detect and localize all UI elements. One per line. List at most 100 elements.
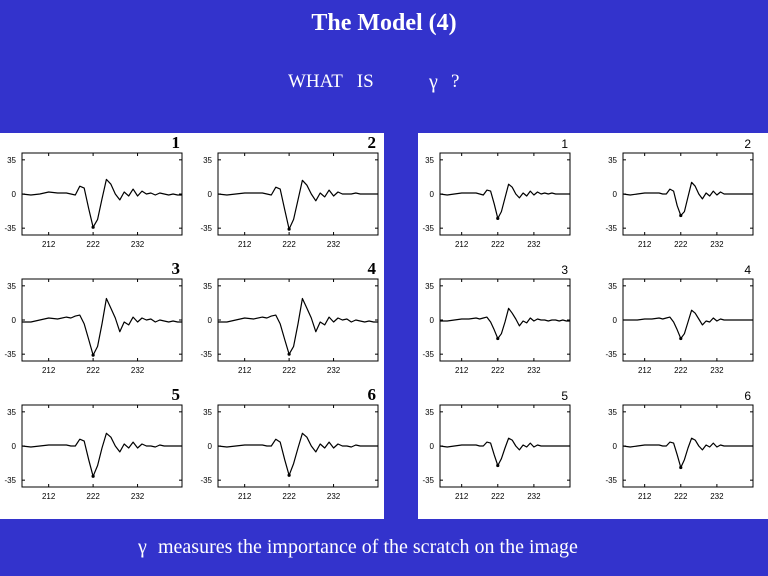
subplot-left-2: 2 35 0 -35 212 222 232: [200, 133, 379, 249]
y-tick-label: 0: [430, 442, 435, 451]
subplot-right-3: 3 35 0 -35 212 222 232: [422, 263, 571, 375]
x-tick-label: 212: [638, 366, 652, 375]
y-tick-label: 35: [608, 156, 617, 165]
subplot-right-6: 6 35 0 -35 212 222 232: [605, 389, 754, 501]
series-line: [22, 297, 182, 356]
series-line: [623, 309, 753, 340]
y-tick-label: 0: [613, 316, 618, 325]
subplot-left-1: 1 35 0 -35 212 222 232: [4, 133, 183, 249]
minimum-point-marker: [679, 336, 683, 341]
x-tick-label: 222: [86, 366, 100, 375]
minimum-point-marker: [496, 216, 500, 221]
y-tick-label: 35: [203, 408, 212, 417]
y-tick-label: -35: [200, 350, 212, 359]
minimum-point-marker: [287, 227, 291, 231]
x-tick-label: 222: [282, 240, 296, 249]
x-tick-label: 222: [282, 366, 296, 375]
series-line: [439, 437, 570, 467]
x-tick-label: 222: [282, 492, 296, 501]
series-line: [21, 178, 182, 228]
x-tick-label: 212: [42, 492, 56, 501]
x-tick-label: 212: [238, 240, 252, 249]
series-line: [439, 183, 570, 220]
subplot-number-label: 2: [368, 133, 377, 152]
series-line: [218, 297, 378, 355]
question-text: WHAT IS: [288, 71, 374, 92]
axes-frame: [217, 278, 379, 362]
y-tick-label: -35: [422, 350, 434, 359]
x-tick-label: 232: [327, 366, 341, 375]
question-mark: ?: [451, 71, 460, 92]
minimum-point-marker: [679, 213, 683, 218]
x-tick-label: 232: [710, 240, 724, 249]
subplot-number-label: 4: [744, 263, 751, 277]
subplot-number-label: 6: [368, 385, 377, 404]
y-tick-label: 0: [208, 190, 213, 199]
y-tick-label: 0: [613, 442, 618, 451]
x-tick-label: 212: [42, 240, 56, 249]
subplot-left-4: 4 35 0 -35 212 222 232: [200, 259, 379, 375]
y-tick-label: -35: [422, 224, 434, 233]
x-tick-label: 222: [674, 366, 688, 375]
y-tick-label: 35: [608, 408, 617, 417]
minimum-point-marker: [91, 353, 95, 357]
caption-text: measures the importance of the scratch o…: [158, 536, 578, 558]
question-gamma: γ: [429, 71, 438, 93]
subplot-number-label: 5: [561, 389, 568, 403]
x-tick-label: 212: [238, 366, 252, 375]
x-tick-label: 212: [238, 492, 252, 501]
x-tick-label: 232: [527, 240, 541, 249]
x-tick-label: 222: [86, 492, 100, 501]
minimum-point-marker: [91, 474, 95, 478]
series-line: [622, 181, 753, 217]
y-tick-label: 0: [430, 316, 435, 325]
y-tick-label: 35: [425, 282, 434, 291]
x-tick-label: 212: [638, 492, 652, 501]
y-tick-label: -35: [200, 224, 212, 233]
y-tick-label: 0: [12, 442, 17, 451]
y-tick-label: 35: [7, 282, 16, 291]
minimum-point-marker: [496, 336, 500, 341]
x-tick-label: 212: [455, 366, 469, 375]
x-tick-label: 222: [674, 240, 688, 249]
subplot-left-5: 5 35 0 -35 212 222 232: [4, 385, 183, 501]
subplot-number-label: 6: [744, 389, 751, 403]
subplot-number-label: 1: [172, 133, 181, 152]
y-tick-label: -35: [200, 476, 212, 485]
y-tick-label: -35: [4, 476, 16, 485]
x-tick-label: 232: [710, 366, 724, 375]
y-tick-label: -35: [4, 350, 16, 359]
subplot-left-3: 3 35 0 -35 212 222 232: [4, 259, 183, 375]
y-tick-label: -35: [4, 224, 16, 233]
series-line: [440, 307, 570, 340]
y-tick-label: 0: [430, 190, 435, 199]
minimum-point-marker: [679, 465, 683, 470]
x-tick-label: 212: [638, 240, 652, 249]
y-tick-label: -35: [605, 476, 617, 485]
y-tick-label: -35: [422, 476, 434, 485]
y-tick-label: 0: [12, 190, 17, 199]
y-tick-label: 0: [208, 442, 213, 451]
x-tick-label: 232: [131, 492, 145, 501]
caption-gamma: γ: [138, 536, 147, 558]
x-tick-label: 232: [327, 240, 341, 249]
axes-frame: [21, 278, 183, 362]
y-tick-label: -35: [605, 224, 617, 233]
subplot-right-1: 1 35 0 -35 212 222 232: [422, 137, 571, 249]
subplot-left-6: 6 35 0 -35 212 222 232: [200, 385, 379, 501]
x-tick-label: 212: [455, 240, 469, 249]
x-tick-label: 222: [491, 366, 505, 375]
x-tick-label: 232: [527, 492, 541, 501]
minimum-point-marker: [287, 473, 291, 477]
subplot-number-label: 3: [172, 259, 181, 278]
series-line: [21, 432, 182, 477]
y-tick-label: -35: [605, 350, 617, 359]
x-tick-label: 212: [42, 366, 56, 375]
x-tick-label: 232: [710, 492, 724, 501]
subplot-number-label: 1: [561, 137, 568, 151]
x-tick-label: 222: [86, 240, 100, 249]
y-tick-label: 35: [425, 156, 434, 165]
left-chart-panel: 1 35 0 -35 212 222 232 2 35 0 -35 212 222 232 3 35 0 -35 2…: [0, 133, 384, 519]
